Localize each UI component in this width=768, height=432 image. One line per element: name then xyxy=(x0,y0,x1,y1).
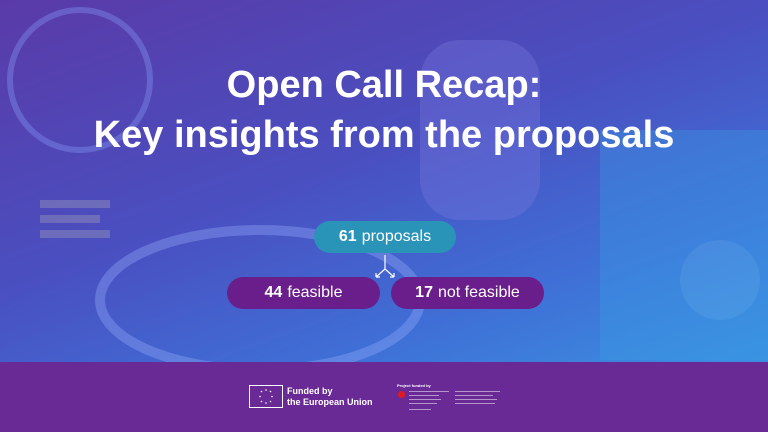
not-feasible-label: not feasible xyxy=(437,284,520,301)
title-line-1: Open Call Recap: xyxy=(226,64,542,106)
total-value: 61 xyxy=(338,228,357,245)
eu-line-1: Funded by xyxy=(287,386,333,396)
total-label: proposals xyxy=(361,228,432,245)
feasible-value: 44 xyxy=(264,284,283,301)
title-line-2: Key insights from the proposals xyxy=(93,114,675,156)
eu-funding-text: Funded by the European Union xyxy=(287,386,373,408)
project-funded-by-label: Project funded by xyxy=(397,383,431,388)
feasible-badge: 44 feasible xyxy=(227,277,380,309)
not-feasible-value: 17 xyxy=(415,284,433,301)
background-illustration xyxy=(7,7,768,362)
swiss-cross-logo xyxy=(398,391,405,398)
eu-line-2: the European Union xyxy=(287,397,373,407)
hero-banner: Open Call Recap: Key insights from the p… xyxy=(0,0,768,362)
page-title: Open Call Recap: Key insights from the p… xyxy=(0,60,768,160)
feasible-label: feasible xyxy=(287,284,343,301)
eu-flag-logo xyxy=(249,385,283,408)
total-proposals-badge: 61 proposals xyxy=(314,221,456,253)
split-arrow-icon xyxy=(375,255,395,278)
footer xyxy=(0,362,768,432)
not-feasible-badge: 17 not feasible xyxy=(391,277,544,309)
